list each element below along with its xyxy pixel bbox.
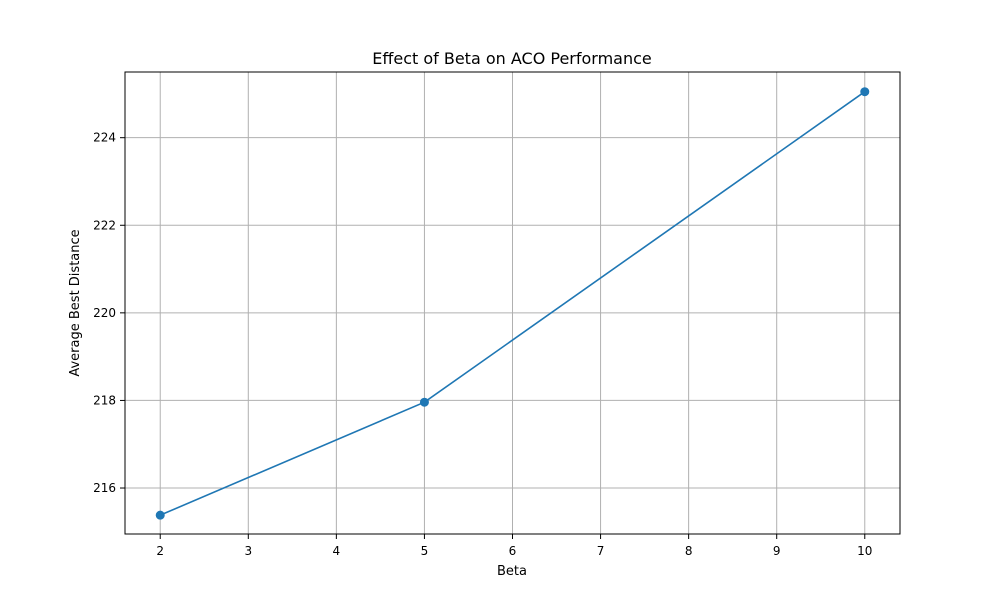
grid — [125, 72, 900, 534]
y-tick-label: 222 — [93, 218, 116, 232]
chart-title: Effect of Beta on ACO Performance — [372, 49, 652, 68]
y-tick-label: 224 — [93, 131, 116, 145]
y-tick-label: 216 — [93, 481, 116, 495]
data-point — [860, 87, 870, 97]
x-tick-label: 9 — [773, 544, 781, 558]
data-point — [155, 510, 165, 520]
series-layer — [155, 87, 870, 520]
x-tick-label: 5 — [421, 544, 429, 558]
x-axis-label: Beta — [497, 564, 527, 579]
x-tick-label: 4 — [333, 544, 341, 558]
x-tick-label: 10 — [857, 544, 872, 558]
ticks: 2 3 4 5 6 7 8 9 10 216 218 220 222 224 — [93, 131, 872, 558]
x-tick-label: 2 — [156, 544, 164, 558]
y-tick-label: 218 — [93, 393, 116, 407]
x-tick-label: 6 — [509, 544, 517, 558]
data-point — [419, 397, 429, 407]
y-axis-label: Average Best Distance — [68, 229, 83, 376]
y-tick-label: 220 — [93, 306, 116, 320]
x-tick-label: 3 — [244, 544, 252, 558]
x-tick-label: 8 — [685, 544, 693, 558]
x-tick-label: 7 — [597, 544, 605, 558]
